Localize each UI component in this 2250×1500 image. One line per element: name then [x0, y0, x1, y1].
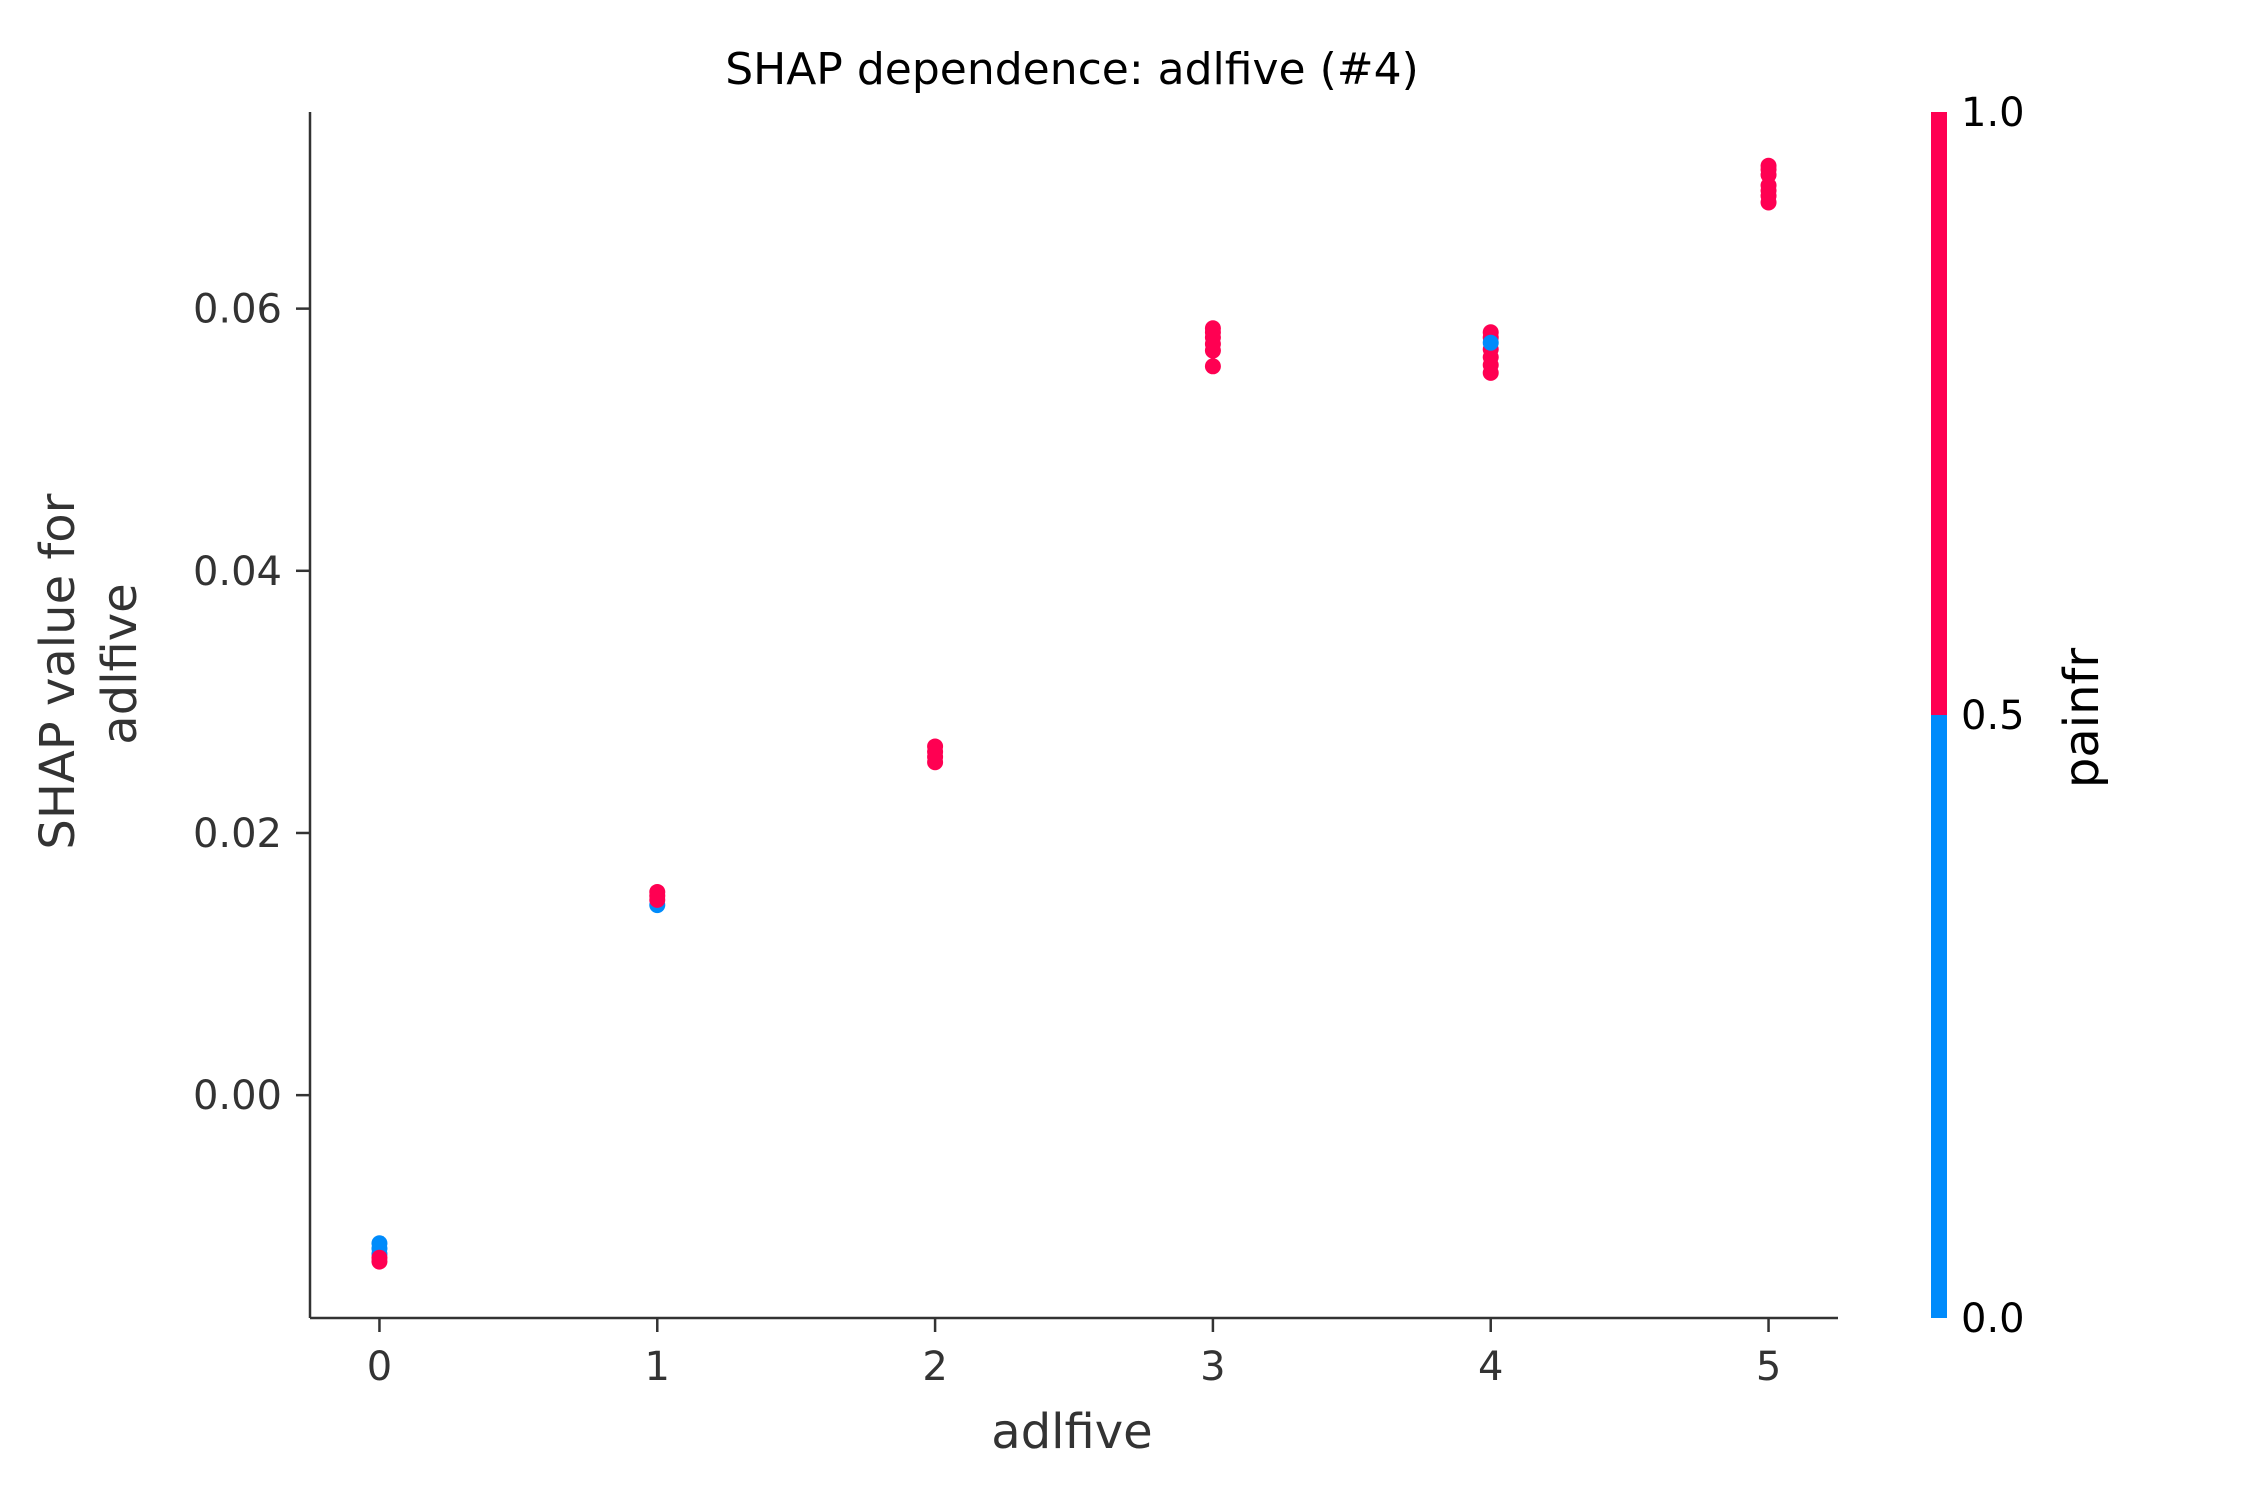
plot-area — [371, 157, 1777, 1270]
x-tick-label: 0 — [367, 1344, 392, 1390]
y-tick-label: 0.00 — [193, 1073, 282, 1119]
colorbar-low-segment — [1931, 715, 1947, 1318]
data-point — [1204, 320, 1221, 337]
data-point — [1482, 334, 1499, 351]
data-point — [1204, 358, 1221, 375]
colorbar-tick-label: 0.0 — [1961, 1296, 2025, 1342]
data-point — [371, 1253, 388, 1270]
y-axis-label: SHAP value for adlfive — [30, 478, 148, 849]
y-axis-label-line1: SHAP value for — [30, 493, 86, 849]
data-point — [649, 883, 666, 900]
y-tick-label: 0.02 — [193, 811, 282, 857]
y-tick-label: 0.04 — [193, 549, 282, 595]
x-tick-label: 4 — [1478, 1344, 1503, 1390]
x-tick-label: 3 — [1200, 1344, 1225, 1390]
x-tick-label: 2 — [922, 1344, 947, 1390]
y-axis: 0.00 0.02 0.04 0.06 — [193, 112, 312, 1318]
x-axis: 0 1 2 3 4 5 — [310, 1316, 1838, 1390]
colorbar: 0.0 0.5 1.0 — [1931, 90, 2025, 1342]
data-point — [927, 738, 944, 755]
colorbar-label: painfr — [2054, 648, 2110, 789]
x-tick-label: 1 — [645, 1344, 670, 1390]
colorbar-tick-label: 0.5 — [1961, 693, 2025, 739]
colorbar-high-segment — [1931, 112, 1947, 715]
y-axis-label-line2: adlfive — [92, 583, 148, 744]
y-tick-label: 0.06 — [193, 287, 282, 333]
chart-title: SHAP dependence: adlfive (#4) — [725, 44, 1419, 95]
x-axis-label: adlfive — [991, 1404, 1152, 1460]
data-point — [1760, 157, 1777, 174]
x-tick-label: 5 — [1756, 1344, 1781, 1390]
colorbar-tick-label: 1.0 — [1961, 90, 2025, 136]
